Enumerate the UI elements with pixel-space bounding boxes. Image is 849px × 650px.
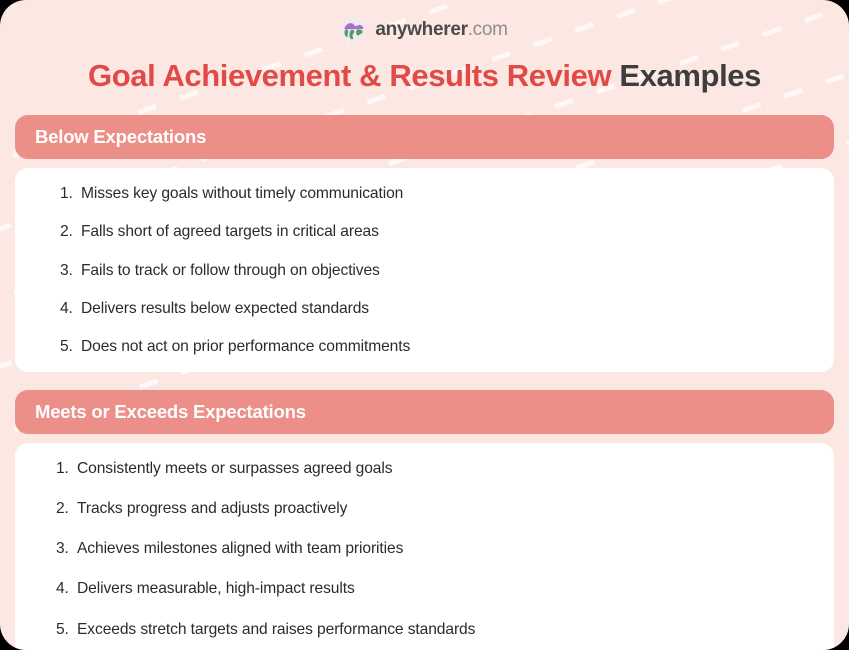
list-item: Achieves milestones aligned with team pr…	[73, 539, 814, 559]
section-header-label: Meets or Exceeds Expectations	[35, 400, 306, 422]
section-header-band: Below Expectations	[15, 115, 834, 160]
list-item: Fails to track or follow through on obje…	[77, 261, 814, 281]
section-below-expectations: Below Expectations Misses key goals with…	[15, 115, 834, 372]
brand-wordmark: anywherer.com	[375, 19, 508, 41]
section-header-band: Meets or Exceeds Expectations	[15, 389, 834, 434]
list-item: Exceeds stretch targets and raises perfo…	[73, 620, 814, 640]
list-item: Delivers measurable, high-impact results	[73, 579, 814, 599]
list-item: Tracks progress and adjusts proactively	[73, 499, 814, 519]
list-item: Falls short of agreed targets in critica…	[77, 222, 814, 242]
brand-tld: .com	[467, 19, 508, 40]
list-item: Delivers results below expected standard…	[77, 299, 814, 319]
list-item: Does not act on prior performance commit…	[77, 337, 814, 357]
brand-name: anywherer	[375, 19, 468, 40]
section-card: Misses key goals without timely communic…	[15, 168, 834, 372]
example-list: Consistently meets or surpasses agreed g…	[15, 459, 834, 640]
page-title-rest: Examples	[611, 58, 761, 93]
list-item: Consistently meets or surpasses agreed g…	[73, 459, 814, 479]
globe-icon	[341, 17, 367, 43]
brand-logo: anywherer.com	[0, 0, 849, 43]
example-list: Misses key goals without timely communic…	[15, 184, 834, 357]
list-item: Misses key goals without timely communic…	[77, 184, 814, 204]
section-meets-or-exceeds-expectations: Meets or Exceeds Expectations Consistent…	[15, 389, 834, 650]
page-title: Goal Achievement & Results Review Exampl…	[0, 57, 849, 94]
section-card: Consistently meets or surpasses agreed g…	[15, 442, 834, 650]
page-title-accent: Goal Achievement & Results Review	[88, 58, 612, 93]
section-header-label: Below Expectations	[35, 126, 207, 148]
